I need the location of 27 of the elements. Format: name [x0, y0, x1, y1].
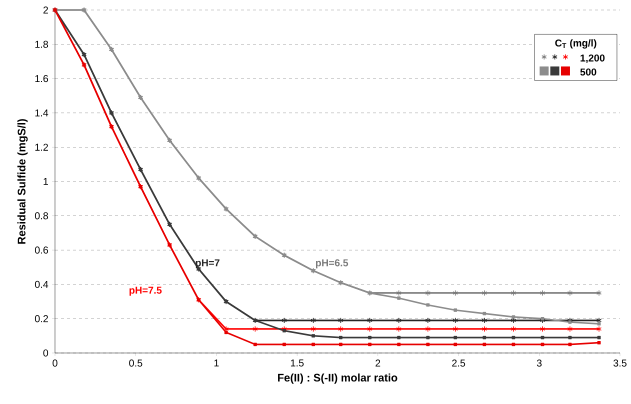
x-axis-title: Fe(II) : S(-II) molar ratio — [278, 373, 398, 384]
annotation: pH=7.5 — [130, 286, 162, 296]
y-tick-label: 1.8 — [35, 40, 48, 48]
y-tick-label: 2 — [43, 6, 48, 14]
y-tick-label: 0.6 — [34, 246, 48, 254]
y-tick-label: 0.4 — [34, 280, 48, 288]
x-tick-label: 0.5 — [129, 360, 142, 367]
annotation: pH=7 — [196, 259, 220, 268]
y-tick-label: 0.2 — [34, 315, 48, 322]
annotation: pH=6.5 — [316, 259, 348, 268]
legend-label: 1,200 — [580, 54, 605, 64]
y-tick-label: 0 — [43, 349, 48, 357]
y-axis-title: Residual Sulfide (mgS/l) — [17, 119, 28, 244]
y-tick-label: 1.4 — [35, 109, 48, 116]
x-tick-label: 2 — [376, 360, 380, 367]
y-tick-label: 1.2 — [35, 144, 48, 151]
x-tick-label: 3.5 — [613, 360, 627, 367]
x-tick-label: 1.5 — [290, 360, 304, 367]
x-tick-label: 2.5 — [452, 360, 466, 367]
x-tick-label: 1 — [214, 360, 219, 366]
legend-label: 500 — [580, 68, 596, 76]
y-tick-label: 1.6 — [35, 75, 48, 82]
y-tick-label: 0.8 — [34, 212, 48, 220]
y-tick-label: 1 — [44, 178, 48, 185]
legend-title: C$_{T}$ (mg/l) — [555, 39, 596, 49]
x-tick-label: 3 — [536, 360, 542, 367]
x-tick-label: 0 — [52, 360, 58, 367]
